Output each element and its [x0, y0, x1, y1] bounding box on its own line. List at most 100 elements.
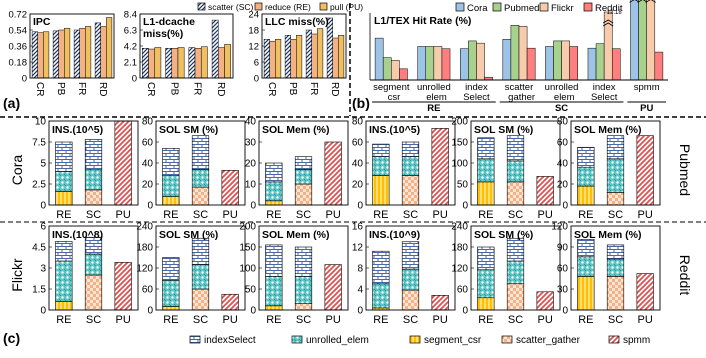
- y-tick-label: 150: [239, 243, 256, 254]
- x-tick-label: SC: [508, 314, 523, 326]
- group-label-PU: PU: [640, 103, 653, 114]
- bar-a2-CR-1: [148, 48, 155, 79]
- chart-title: SOL Mem (%): [574, 124, 641, 136]
- bar-a1-PB-0: [52, 30, 59, 79]
- x-tick-label: RE: [56, 209, 71, 221]
- bar-a1-CR-2: [43, 31, 50, 79]
- x-tick-label: index: [593, 82, 616, 93]
- bar-c-reddit-mem-RE-indexSelect: [577, 239, 595, 258]
- x-tick-label: SC: [508, 209, 523, 221]
- bar-b-6-Cora: [630, 0, 639, 81]
- bar-b-2-Pubmed: [468, 40, 477, 81]
- bar-c-flickr-ins-PU-spmm: [114, 262, 132, 311]
- plot-frame: [258, 120, 349, 206]
- group-label-RE: RE: [427, 103, 440, 114]
- row-label-flickr: Flickr: [9, 258, 25, 292]
- x-tick-label: RE: [56, 314, 71, 326]
- plot-frame: [570, 225, 661, 311]
- bar-a1-FR-1: [79, 27, 86, 79]
- bar-c-flickr-mem-RE-indexSelect: [265, 244, 283, 277]
- bar-c-pubmed-ins-SC-scatter_gather: [401, 175, 420, 206]
- bar-c-flickr-ins-SC-unrolled_elem: [84, 253, 103, 276]
- bar-c-reddit-mem-SC-indexSelect: [606, 244, 625, 260]
- x-tick-label: PU: [538, 209, 553, 221]
- bar-c-reddit-sm-RE-unrolled_elem: [477, 269, 495, 299]
- y-tick-label: 0: [462, 306, 468, 317]
- group-label-SC: SC: [555, 103, 568, 114]
- bar-c-reddit-sm-PU-spmm: [536, 291, 554, 311]
- chart-c-cora-ins: 0 2.5 5 7.5 10 RE SC PU INS.(10^5): [32, 117, 139, 221]
- y-tick-label: 0: [40, 306, 46, 317]
- chart-c-reddit-mem: 0 30 60 90 120 RE SC PU SOL Mem (%): [551, 222, 661, 326]
- legend-c-label-spmm: spmm: [623, 335, 650, 346]
- y-tick-label: 180: [451, 243, 468, 254]
- bar-c-pubmed-ins-RE-indexSelect: [372, 143, 390, 158]
- y-tick-label: 30: [245, 138, 257, 149]
- bar-c-flickr-sm-RE-indexSelect: [162, 257, 180, 281]
- y-tick-label: 0: [562, 201, 568, 212]
- chart-title: miss(%): [143, 28, 183, 40]
- x-tick-label: RD: [97, 82, 108, 96]
- y-tick-label: 80: [352, 117, 364, 128]
- legend-a-label-reduce_re: reduce (RE): [265, 2, 311, 12]
- chart-c-cora-mem: 0 10 20 30 40 RE SC PU SOL Mem (%): [245, 117, 349, 221]
- bar-c-cora-sm-RE-indexSelect: [162, 148, 180, 176]
- x-tick-label: RE: [578, 314, 593, 326]
- y-tick-label: 150: [451, 138, 468, 149]
- chart-c-reddit-ins: 0 4 8 12 16 RE SC PU INS.(10^9): [352, 222, 456, 326]
- x-tick-label: RE: [266, 314, 281, 326]
- bar-a3-CR-1: [269, 40, 276, 79]
- x-tick-label: SC: [193, 209, 208, 221]
- bar-b-1-Cora: [417, 46, 427, 81]
- x-tick-label: SC: [296, 314, 311, 326]
- legend-b-label-reddit: Reddit: [595, 3, 623, 14]
- y-tick-label: 200: [451, 117, 468, 128]
- x-tick-label: PU: [326, 209, 341, 221]
- x-tick-label: spmm: [634, 82, 660, 93]
- chart-c-pubmed-sm: 0 50 100 150 200 RE SC PU SOL SM (%): [451, 117, 561, 221]
- x-tick-label: RD: [329, 82, 340, 96]
- y-tick-label: 2.5: [32, 180, 46, 191]
- plot-frame: [139, 13, 234, 79]
- y-tick-label: 6: [40, 222, 46, 233]
- legend-c-swatch-spmm: [608, 335, 620, 344]
- bar-c-pubmed-mem-RE-unrolled_elem: [577, 166, 595, 187]
- bar-c-pubmed-ins-PU-spmm: [431, 128, 449, 206]
- bar-b-2-Flickr: [476, 42, 485, 81]
- y-tick-label: 5: [40, 159, 46, 170]
- chart-title: INS.(10^8): [52, 229, 103, 241]
- bar-c-flickr-ins-RE-indexSelect: [55, 241, 73, 262]
- bar-b-1-Flickr: [433, 46, 443, 81]
- axis-break-mark: [602, 22, 614, 27]
- bar-c-pubmed-mem-RE-segment_csr: [577, 185, 595, 206]
- bar-b-5-Cora: [587, 47, 597, 81]
- bar-c-cora-ins-RE-unrolled_elem: [55, 171, 73, 192]
- y-tick-label: 40: [245, 117, 257, 128]
- bar-a1-FR-0: [73, 29, 80, 79]
- bar-b-3-Cora: [502, 38, 512, 81]
- bar-b-3-Flickr: [518, 26, 528, 81]
- bar-c-cora-sm-RE-segment_csr: [162, 196, 180, 206]
- bar-b-4-Reddit: [569, 46, 578, 81]
- bar-c-cora-sm-RE-unrolled_elem: [162, 175, 180, 197]
- bar-c-flickr-sm-RE-segment_csr: [162, 306, 180, 311]
- y-tick-label: 2.1: [124, 57, 137, 68]
- bar-a3-FR-2: [317, 28, 324, 79]
- bar-a1-RD-2: [106, 17, 113, 79]
- x-tick-label: PU: [326, 314, 341, 326]
- bar-c-cora-mem-SC-scatter_gather: [294, 183, 313, 206]
- x-tick-label: RE: [163, 314, 178, 326]
- bar-c-reddit-ins-PU-spmm: [431, 294, 449, 311]
- bar-c-pubmed-mem-SC-unrolled_elem: [606, 158, 625, 193]
- chart-c-flickr-sm: 0 60 120 180 240 RE SC PU SOL SM (%): [136, 222, 246, 326]
- axis-break-mark: [629, 0, 640, 3]
- bar-c-pubmed-sm-PU-spmm: [536, 176, 554, 206]
- y-tick-label: 0.54: [9, 25, 28, 36]
- legend-c-label-indexSelect: indexSelect: [204, 335, 256, 346]
- x-tick-label: SC: [86, 209, 101, 221]
- bar-b-3-Reddit: [526, 47, 536, 81]
- y-tick-label: 60: [557, 264, 569, 275]
- y-tick-label: 12: [248, 41, 259, 52]
- chart-title: INS.(10^5): [52, 124, 103, 136]
- chart-c-pubmed-mem: 0 20 40 60 80 RE SC PU SOL Mem (%): [557, 117, 661, 221]
